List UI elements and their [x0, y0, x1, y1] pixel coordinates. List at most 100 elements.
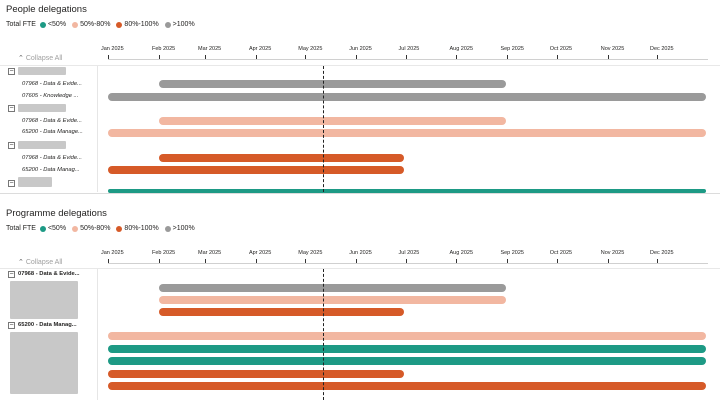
- legend-item-lt50[interactable]: <50%: [39, 225, 66, 232]
- axis-baseline: [108, 59, 708, 60]
- gantt-bar[interactable]: [158, 296, 506, 304]
- legend-item-gt100[interactable]: >100%: [164, 225, 195, 232]
- programme-pane-divider: [97, 269, 98, 400]
- month-tick: [108, 55, 109, 59]
- programme-header-divider: [0, 268, 720, 269]
- gantt-bar[interactable]: [108, 93, 707, 101]
- legend-dot-icon: [39, 21, 46, 28]
- legend-item-50-80[interactable]: 50%-80%: [72, 225, 110, 232]
- month-tick-label: Feb 2025: [151, 250, 176, 256]
- people-pane-divider: [97, 66, 98, 192]
- gantt-bar[interactable]: [158, 80, 506, 88]
- legend-item-lt50[interactable]: <50%: [39, 21, 66, 28]
- gantt-bar[interactable]: [108, 382, 707, 390]
- month-tick-label: Mar 2025: [197, 250, 222, 256]
- expand-collapse-toggle[interactable]: −: [8, 142, 15, 149]
- month-tick-label: Nov 2025: [600, 46, 625, 52]
- month-tick-label: Aug 2025: [449, 250, 474, 256]
- programme-group-label: 65200 - Data Manag...: [18, 322, 77, 328]
- axis-baseline: [108, 263, 708, 264]
- month-tick-label: Jul 2025: [398, 46, 420, 52]
- section-divider: [0, 193, 720, 194]
- legend-dot-icon: [72, 21, 79, 28]
- gantt-bar[interactable]: [108, 345, 707, 353]
- legend-item-50-80[interactable]: 50%-80%: [72, 21, 110, 28]
- month-tick: [405, 55, 407, 59]
- people-row-label: 65200 - Data Manage...: [22, 129, 83, 135]
- month-tick-label: Jan 2025: [101, 46, 124, 52]
- month-tick: [556, 55, 558, 59]
- gantt-bar[interactable]: [108, 332, 707, 340]
- month-tick: [456, 55, 458, 59]
- month-tick: [356, 259, 358, 263]
- month-tick-label: May 2025: [298, 250, 323, 256]
- month-tick-label: Jan 2025: [101, 250, 124, 256]
- expand-collapse-toggle[interactable]: −: [8, 105, 15, 112]
- month-tick: [657, 55, 659, 59]
- gantt-bar[interactable]: [158, 154, 404, 162]
- redacted-person-name: [18, 104, 66, 112]
- month-tick-label: Sep 2025: [500, 250, 524, 256]
- legend-item-80-100[interactable]: 80%-100%: [116, 21, 159, 28]
- month-tick-label: Oct 2025: [549, 250, 573, 256]
- people-row-label: 07605 - Knowledge ...: [22, 93, 79, 99]
- people-collapse-all-button[interactable]: ⌃ Collapse All: [18, 54, 63, 63]
- expand-collapse-toggle[interactable]: −: [8, 322, 15, 329]
- chevron-up-icon: ⌃: [18, 259, 24, 266]
- redacted-person-name: [18, 141, 66, 149]
- people-header-divider: [0, 65, 720, 66]
- gantt-bar[interactable]: [158, 284, 506, 292]
- people-legend: Total FTE <50% 50%-80% 80%-100% >100%: [6, 21, 197, 28]
- today-marker-line: [323, 269, 325, 400]
- month-tick: [657, 259, 659, 263]
- month-tick: [607, 55, 609, 59]
- month-tick: [255, 259, 257, 263]
- legend-dot-icon: [39, 225, 46, 232]
- month-tick: [255, 55, 257, 59]
- today-marker-line: [323, 66, 325, 192]
- expand-collapse-toggle[interactable]: −: [8, 68, 15, 75]
- month-tick: [158, 259, 160, 263]
- gantt-bar[interactable]: [158, 117, 506, 125]
- month-tick: [507, 259, 509, 263]
- month-tick: [108, 259, 109, 263]
- month-tick-label: Nov 2025: [600, 250, 625, 256]
- month-tick-label: Apr 2025: [248, 46, 272, 52]
- programme-group-label: 07968 - Data & Evide...: [18, 271, 80, 277]
- people-section-title: People delegations: [6, 4, 87, 15]
- legend-dot-icon: [116, 21, 123, 28]
- month-tick-label: Oct 2025: [549, 46, 573, 52]
- gantt-bar[interactable]: [108, 166, 404, 174]
- month-tick: [607, 259, 609, 263]
- expand-collapse-toggle[interactable]: −: [8, 180, 15, 187]
- people-row-label: 07968 - Data & Evide...: [22, 118, 82, 124]
- month-tick: [556, 259, 558, 263]
- month-tick-label: Jun 2025: [349, 46, 372, 52]
- month-tick: [204, 259, 206, 263]
- expand-collapse-toggle[interactable]: −: [8, 271, 15, 278]
- gantt-bar[interactable]: [158, 308, 404, 316]
- gantt-bar[interactable]: [108, 370, 404, 378]
- month-tick: [405, 259, 407, 263]
- people-row-label: 07968 - Data & Evide...: [22, 81, 82, 87]
- month-tick: [305, 259, 307, 263]
- redacted-person-name: [18, 67, 66, 75]
- legend-title: Total FTE: [6, 21, 36, 28]
- month-tick-label: Jun 2025: [349, 250, 372, 256]
- legend-dot-icon: [116, 225, 123, 232]
- programme-collapse-all-button[interactable]: ⌃ Collapse All: [18, 258, 63, 267]
- legend-dot-icon: [164, 21, 171, 28]
- month-tick: [305, 55, 307, 59]
- legend-dot-icon: [72, 225, 79, 232]
- legend-item-gt100[interactable]: >100%: [164, 21, 195, 28]
- gantt-bar[interactable]: [108, 129, 707, 137]
- gantt-bar[interactable]: [108, 189, 707, 193]
- month-tick-label: Sep 2025: [500, 46, 524, 52]
- month-tick-label: Dec 2025: [650, 46, 674, 52]
- gantt-bar[interactable]: [108, 357, 707, 365]
- legend-item-80-100[interactable]: 80%-100%: [116, 225, 159, 232]
- programme-section-title: Programme delegations: [6, 208, 107, 219]
- month-tick: [507, 55, 509, 59]
- month-tick-label: Apr 2025: [248, 250, 272, 256]
- legend-dot-icon: [164, 225, 171, 232]
